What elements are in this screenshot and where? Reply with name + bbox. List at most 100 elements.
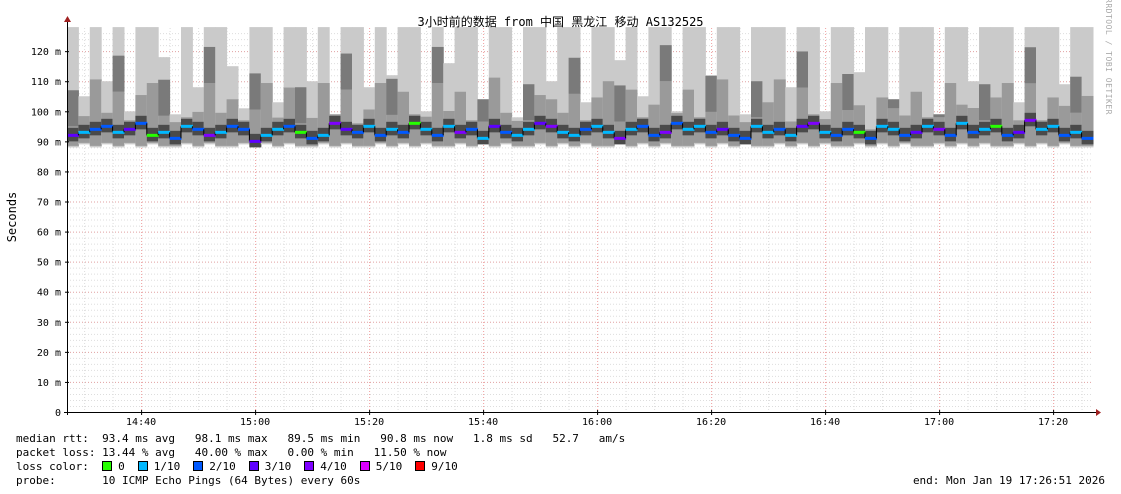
smoke-mid (659, 81, 672, 143)
smoke-outer (865, 27, 877, 148)
y-tick-label: 10 m (37, 378, 61, 389)
median-point (557, 130, 570, 134)
x-tick-label: 15:00 (240, 417, 270, 428)
smoke-outer (625, 27, 638, 148)
smoke-mid-dark (386, 78, 399, 115)
smoke-mid (89, 79, 102, 146)
smoke-mid (431, 83, 444, 146)
median-point (808, 121, 820, 125)
smoke-mid (203, 83, 216, 143)
smoke-mid-dark (796, 51, 809, 88)
smoke-outer (67, 27, 79, 148)
packet-loss-values: 13.44 % avg 40.00 % max 0.00 % min 11.50… (102, 446, 447, 459)
smoke-mid-dark (1024, 47, 1037, 84)
median-point (705, 130, 718, 134)
median-point (352, 130, 364, 134)
smoke-mid (1001, 83, 1014, 146)
end-time: end: Mon Jan 19 17:26:51 2026 (912, 474, 1105, 487)
smoke-mid (1058, 105, 1071, 143)
median-point (967, 130, 980, 134)
y-axis-arrow-icon (64, 16, 71, 22)
median-point (933, 127, 946, 131)
loss-legend-label: 2/10 (209, 460, 236, 473)
median-point (523, 127, 535, 131)
packet-loss-label: packet loss: (16, 446, 96, 459)
median-point (751, 124, 763, 128)
median-point (739, 136, 752, 140)
smoke-mid (682, 89, 695, 146)
median-point (648, 133, 661, 137)
loss-legend-item: 1/10 (137, 460, 180, 473)
median-point (944, 133, 957, 137)
median-point (1001, 133, 1014, 137)
median-point (135, 121, 148, 125)
y-tick-label: 30 m (37, 318, 61, 329)
smoke-outer (682, 27, 695, 148)
smoke-mid (716, 79, 729, 143)
median-point (534, 121, 547, 125)
median-point (1081, 136, 1094, 140)
median-point (979, 127, 991, 131)
rrdtool-credit: RRDTOOL / TOBI OETIKER (1103, 0, 1113, 115)
median-point (887, 127, 900, 131)
median-point (89, 127, 102, 131)
median-point (762, 130, 775, 134)
smoke-outer (215, 27, 228, 148)
median-point (181, 124, 193, 128)
smoke-outer (181, 27, 193, 145)
smoke-outer (808, 27, 820, 148)
y-tick-label: 90 m (37, 137, 61, 148)
loss-color-swatch (359, 461, 370, 471)
smoke-outer (283, 27, 296, 145)
smoke-mid (340, 89, 353, 143)
smoke-mid-dark (523, 84, 535, 121)
median-point (671, 121, 684, 125)
median-point (1024, 118, 1037, 122)
median-point (272, 127, 285, 131)
loss-legend-label: 4/10 (320, 460, 347, 473)
loss-color-legend: 0 1/10 2/10 3/10 4/10 5/10 9/10 (102, 460, 471, 473)
smoke-outer (454, 27, 467, 145)
median-point (238, 127, 250, 131)
median-point (865, 136, 877, 140)
median-point (409, 121, 421, 125)
median-rtt-label: median rtt: (16, 432, 89, 445)
median-point (1036, 127, 1048, 131)
loss-legend-label: 5/10 (375, 460, 403, 473)
probe-value: 10 ICMP Echo Pings (64 Bytes) every 60s (102, 474, 361, 487)
loss-color-swatch (248, 461, 259, 471)
loss-legend-item: 3/10 (248, 460, 291, 473)
median-point (625, 127, 638, 131)
loss-color-swatch (193, 461, 204, 471)
x-tick-label: 17:20 (1038, 417, 1068, 428)
y-tick-label: 120 m (31, 47, 61, 58)
y-tick-label: 50 m (37, 258, 61, 269)
smoke-mid-dark (158, 79, 171, 116)
x-tick-label: 16:40 (810, 417, 840, 428)
median-point (1058, 133, 1071, 137)
y-tick-label: 60 m (37, 228, 61, 239)
y-axis-label: Seconds (5, 191, 19, 243)
loss-legend-item: 9/10 (415, 460, 458, 473)
median-point (386, 127, 399, 131)
y-tick-label: 100 m (31, 107, 61, 118)
smoke-mid (808, 114, 820, 146)
median-point (728, 133, 741, 137)
median-point (545, 124, 558, 128)
median-point (796, 124, 809, 128)
smoke-mid (317, 83, 330, 143)
y-tick-label: 110 m (31, 77, 61, 88)
smoke-mid-dark (568, 57, 581, 94)
median-point (443, 124, 456, 128)
median-point (431, 133, 444, 137)
smoke-mid (397, 91, 410, 143)
legend: median rtt: 93.4 ms avg 98.1 ms max 89.5… (16, 432, 625, 488)
median-point (694, 124, 706, 128)
median-point (260, 133, 273, 137)
smoke-mid-dark (979, 84, 991, 121)
smoke-outer (1047, 27, 1060, 148)
smoke-outer (1081, 27, 1094, 148)
loss-color-swatch (304, 461, 315, 471)
median-point (511, 133, 524, 137)
